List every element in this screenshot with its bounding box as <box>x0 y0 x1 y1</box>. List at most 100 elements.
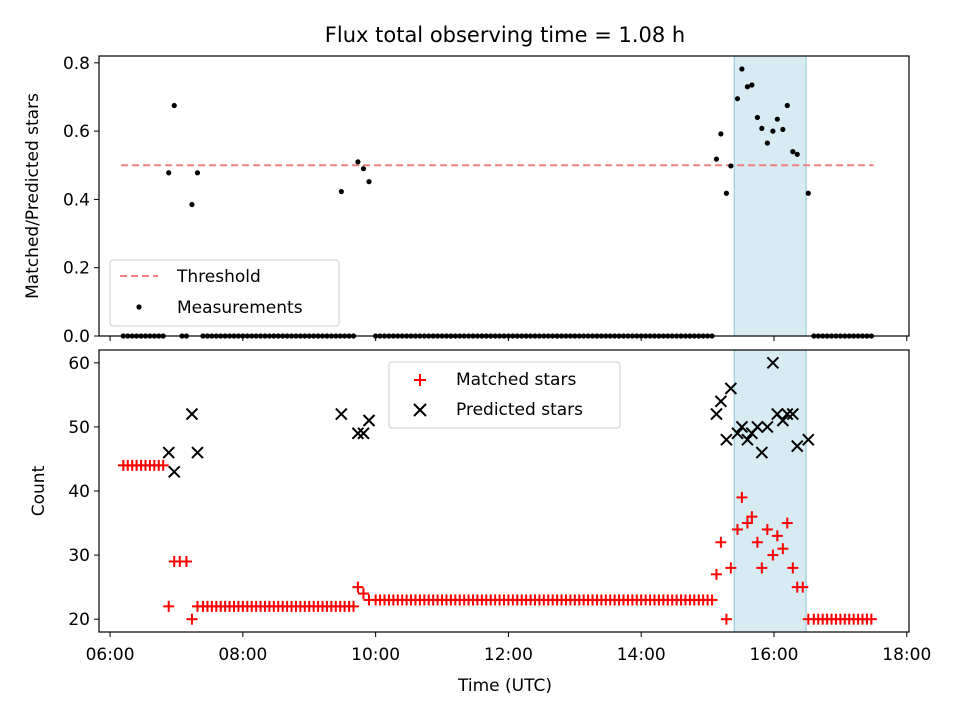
bottom-legend: Matched stars Predicted stars <box>388 361 621 429</box>
matched-star-point <box>741 517 753 529</box>
matched-star-point <box>731 523 743 535</box>
matched-legend-label: Matched stars <box>456 370 576 390</box>
x-tick-label: 08:00 <box>218 645 267 665</box>
highlight-span <box>733 55 807 337</box>
y-tick-label: 0.4 <box>63 190 90 210</box>
matched-star-point <box>767 549 779 561</box>
predicted-star-point <box>720 433 733 446</box>
matched-star-point <box>725 562 737 574</box>
matched-star-point <box>771 530 783 542</box>
matched-star-point <box>186 613 198 625</box>
measurement-point <box>713 156 720 162</box>
y-tick-label: 60 <box>68 354 90 374</box>
measurement-point <box>166 170 172 176</box>
x-tick-label: 18:00 <box>882 645 931 665</box>
measurement-point <box>728 163 734 169</box>
y-tick-label: 50 <box>68 418 90 438</box>
predicted-star-point <box>791 439 804 453</box>
highlight-span <box>733 349 807 633</box>
matched-star-point <box>157 459 169 471</box>
matched-star-point <box>865 613 877 625</box>
measurement-point <box>780 126 786 133</box>
x-tick-label: 14:00 <box>617 645 666 665</box>
predicted-star-point <box>776 414 790 427</box>
matched-star-point <box>797 581 809 593</box>
predicted-star-point <box>786 407 800 421</box>
matched-star-point <box>706 594 718 606</box>
measurement-point <box>784 102 790 109</box>
x-tick-label: 10:00 <box>351 645 400 665</box>
matched-star-point <box>761 523 773 535</box>
measurement-point <box>764 140 770 146</box>
measurement-point <box>794 151 800 157</box>
predicted-star-point <box>781 407 794 421</box>
measurement-point <box>759 125 765 131</box>
predicted-star-point <box>731 427 744 440</box>
measurement-point <box>360 166 367 172</box>
predicted-star-point <box>168 465 181 478</box>
top-legend: Threshold Measurements <box>109 259 340 327</box>
y-tick-label: 20 <box>68 610 90 630</box>
matched-star-point <box>746 511 758 523</box>
predicted-star-point <box>735 420 749 434</box>
predicted-legend-label: Predicted stars <box>456 400 583 420</box>
figure-title: Flux total observing time = 1.08 h <box>325 23 685 47</box>
predicted-star-point <box>755 446 769 459</box>
threshold-legend-label: Threshold <box>176 267 261 287</box>
predicted-star-point <box>766 356 780 370</box>
predicted-star-point <box>710 407 723 421</box>
measurement-point <box>734 96 741 102</box>
measurement-point <box>805 190 811 196</box>
measurement-point <box>723 190 730 196</box>
measurement-point <box>739 66 745 72</box>
y-tick-label: 30 <box>68 546 90 566</box>
measurement-point <box>754 114 761 121</box>
predicted-star-point <box>761 420 774 434</box>
matched-star-point <box>720 613 732 625</box>
measurement-point <box>744 84 751 90</box>
predicted-star-point <box>724 382 738 395</box>
bottom-panel: 06:00 08:00 10:00 12:00 14:00 16:00 18:00 20 30… <box>29 349 931 665</box>
measurement-point <box>338 188 344 195</box>
predicted-star-point <box>191 446 204 459</box>
bottom-ylabel: Count <box>29 465 49 516</box>
top-axes-frame <box>98 55 910 337</box>
predicted-star-point <box>714 395 728 408</box>
x-tick-label: 16:00 <box>750 645 799 665</box>
matched-star-point <box>736 491 748 503</box>
measurement-point <box>718 131 724 137</box>
predicted-legend-swatch <box>413 403 427 417</box>
matched-star-point <box>715 536 727 548</box>
measurement-point <box>194 170 201 176</box>
top-panel: 0.00.20.40.60.8 Matched/Predicted stars … <box>23 54 910 347</box>
predicted-star-point <box>185 407 199 421</box>
measurement-point <box>749 82 755 88</box>
y-tick-label: 0.8 <box>63 54 90 74</box>
measurement-point <box>790 149 796 155</box>
matched-star-point <box>352 581 364 593</box>
matched-star-point <box>777 543 789 555</box>
x-axis-label: Time (UTC) <box>457 676 552 696</box>
predicted-star-point <box>741 433 754 446</box>
measurements-legend-label: Measurements <box>177 298 303 318</box>
matched-star-point <box>751 536 763 548</box>
x-tick-label: 06:00 <box>86 645 135 665</box>
y-tick-label: 40 <box>68 482 90 502</box>
matched-star-point <box>163 600 175 612</box>
predicted-star-point <box>362 414 376 427</box>
predicted-star-point <box>357 427 370 440</box>
predicted-star-point <box>335 407 348 421</box>
matched-star-point <box>357 588 369 600</box>
measurement-point <box>355 159 361 165</box>
measurement-point <box>774 116 780 122</box>
matched-legend-swatch <box>414 374 426 386</box>
matched-star-point <box>348 600 360 612</box>
predicted-star-point <box>802 433 815 446</box>
top-ylabel: Matched/Predicted stars <box>23 93 43 299</box>
y-tick-label: 0.6 <box>63 122 90 142</box>
y-tick-label: 0.2 <box>63 259 90 279</box>
matched-star-point <box>781 517 793 529</box>
measurement-point <box>770 128 776 134</box>
predicted-star-point <box>751 420 764 434</box>
